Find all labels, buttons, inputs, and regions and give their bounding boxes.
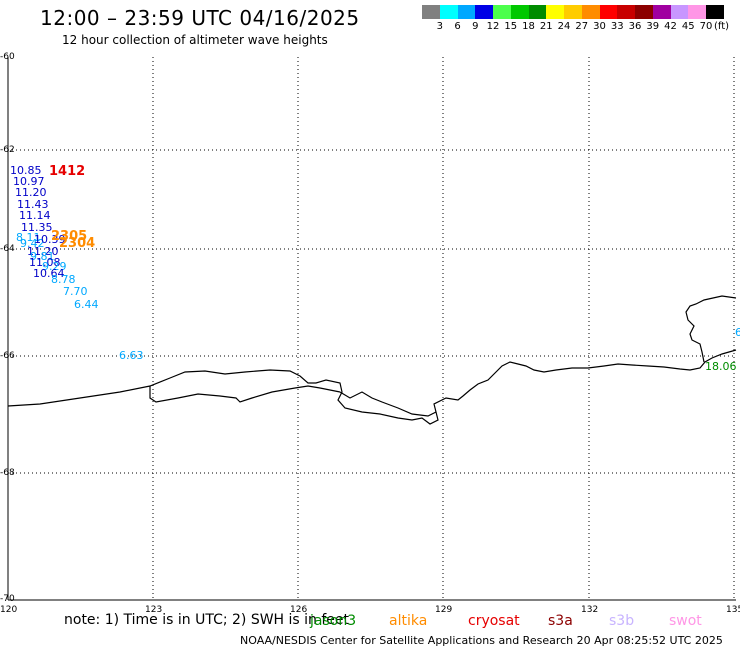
legend-swatch: [457, 5, 476, 19]
wave-height-label: 6: [735, 326, 740, 339]
wave-height-label: 11.14: [19, 209, 51, 222]
legend-label: 30: [593, 21, 606, 32]
legend-swatch: [546, 5, 565, 19]
legend-swatch: [706, 5, 724, 19]
legend-label: 12: [486, 21, 500, 32]
legend-label: 6: [454, 21, 461, 32]
coastline: [7, 349, 737, 425]
legend-label: 45: [681, 21, 695, 32]
legend-label: 21: [539, 21, 553, 32]
wave-height-label: 11.20: [15, 186, 47, 199]
legend-swatch: [422, 5, 440, 19]
lat-label: -60: [0, 52, 15, 62]
wave-height-label: 6.63: [119, 349, 144, 362]
legend-swatch: [439, 5, 458, 19]
legend-swatch: [493, 5, 511, 19]
legend-label: 9: [472, 21, 479, 32]
legend-label: 18: [522, 21, 535, 32]
legend-swatch: [670, 5, 689, 19]
pass-time-label: 1412: [49, 164, 86, 179]
map-title: 12:00 – 23:59 UTC 04/16/2025: [40, 6, 360, 30]
lat-label: -64: [0, 244, 15, 254]
wave-height-label: 11.08: [29, 256, 61, 269]
wave-height-label: 11.43: [17, 198, 49, 211]
lon-label: 132: [581, 605, 599, 615]
coastline-bay: [339, 391, 437, 417]
legend-swatch: [652, 5, 671, 19]
legend-label: 3: [436, 21, 443, 32]
legend-swatch: [599, 5, 618, 19]
legend-label: 15: [504, 21, 518, 32]
legend-label: 42: [664, 21, 677, 32]
legend-swatch: [564, 5, 582, 19]
wave-height-label: 8.11: [16, 231, 41, 244]
legend-unit: (ft): [714, 21, 730, 32]
footer-note: note: 1) Time is in UTC; 2) SWH is in fe…: [64, 612, 350, 628]
satellite-name: altika: [389, 613, 428, 629]
lon-label: 129: [435, 605, 453, 615]
legend-label: 70: [699, 21, 713, 32]
coastline-west-ridge: [149, 385, 341, 403]
satellite-name: swot: [669, 613, 702, 629]
lat-label: -66: [0, 351, 15, 361]
legend-label: 27: [575, 21, 589, 32]
lon-label: 135: [726, 605, 740, 615]
wave-height-label: 6.44: [74, 298, 99, 311]
wave-height-label: 7.70: [63, 285, 88, 298]
wave-height-label: 9.42: [20, 237, 45, 250]
wave-height-label: 11.20: [27, 245, 59, 258]
wave-height-label: 18.06: [705, 360, 737, 373]
lon-label: 120: [0, 605, 18, 615]
pass-time-label: 2304: [59, 236, 96, 251]
lat-label: -62: [0, 145, 15, 155]
wave-height-label: 10.85: [10, 164, 42, 177]
lon-label: 126: [290, 605, 308, 615]
legend-swatch: [528, 5, 547, 19]
wave-height-label: 10.64: [33, 267, 65, 280]
lat-label: -70: [0, 594, 15, 604]
coastline-east-islands: [685, 295, 737, 363]
legend-swatch: [635, 5, 653, 19]
wave-height-label: 10.97: [13, 175, 45, 188]
pass-time-label: 2305: [51, 229, 88, 244]
satellite-name: jason3: [310, 613, 357, 629]
legend-swatch: [475, 5, 494, 19]
graticule: [8, 57, 736, 600]
map-subtitle: 12 hour collection of altimeter wave hei…: [62, 33, 328, 47]
satellite-name: s3a: [548, 613, 573, 629]
satellite-name: cryosat: [468, 613, 520, 629]
wave-height-label: 9.29: [42, 260, 67, 273]
lat-label: -68: [0, 468, 15, 478]
map-frame: [7, 57, 736, 601]
wave-height-label: 11.35: [21, 221, 53, 234]
legend-label: 24: [557, 21, 571, 32]
wave-height-label: 9.81: [30, 250, 55, 263]
wave-height-label: 8.78: [51, 273, 76, 286]
lon-label: 123: [145, 605, 163, 615]
legend-label: 36: [628, 21, 642, 32]
wave-height-label: 10.39: [34, 233, 66, 246]
legend-swatch: [617, 5, 636, 19]
satellite-name: s3b: [609, 613, 635, 629]
legend-label: 33: [610, 21, 624, 32]
legend-swatch: [510, 5, 529, 19]
legend-swatch: [581, 5, 600, 19]
credit-line: NOAA/NESDIS Center for Satellite Applica…: [240, 634, 723, 647]
legend-label: 39: [646, 21, 660, 32]
legend-swatch: [688, 5, 707, 19]
